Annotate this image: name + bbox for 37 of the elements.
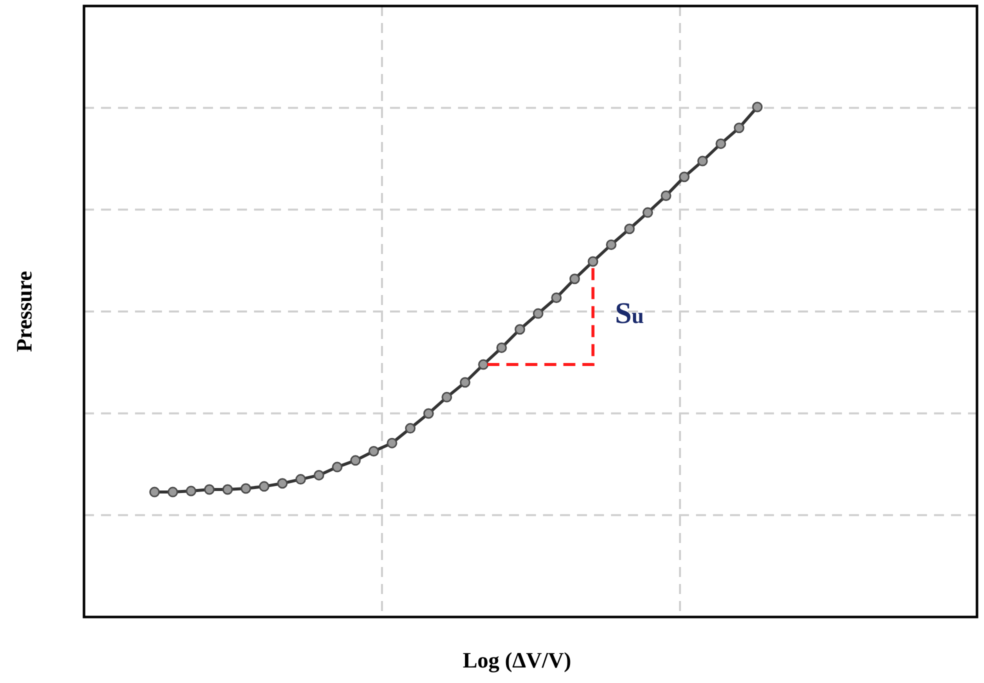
point <box>368 446 379 456</box>
point <box>569 274 580 284</box>
point <box>405 423 416 434</box>
point <box>295 474 306 485</box>
point <box>532 308 544 319</box>
point <box>386 438 398 448</box>
point <box>332 462 342 472</box>
point <box>204 484 215 495</box>
point <box>168 486 178 498</box>
point <box>660 190 672 201</box>
point <box>442 392 452 402</box>
point <box>186 486 196 496</box>
point <box>222 484 233 495</box>
point <box>551 292 562 303</box>
point <box>588 256 598 267</box>
point <box>314 470 324 480</box>
point <box>697 156 708 166</box>
point <box>258 481 270 492</box>
point <box>240 483 252 494</box>
y-axis-title: Pressure <box>12 270 37 352</box>
point <box>514 324 526 335</box>
point <box>624 224 635 234</box>
point <box>496 342 507 353</box>
point <box>606 239 616 250</box>
point <box>277 478 288 489</box>
annotation: Su <box>614 297 644 330</box>
point <box>460 377 470 388</box>
point <box>149 486 160 498</box>
point <box>478 359 489 370</box>
point <box>423 408 434 419</box>
point <box>734 122 744 134</box>
point <box>642 207 654 218</box>
point <box>716 138 726 149</box>
point <box>679 172 690 182</box>
point <box>350 455 361 466</box>
x-axis-title: Log (ΔV/V) <box>462 648 572 673</box>
point <box>752 102 763 112</box>
